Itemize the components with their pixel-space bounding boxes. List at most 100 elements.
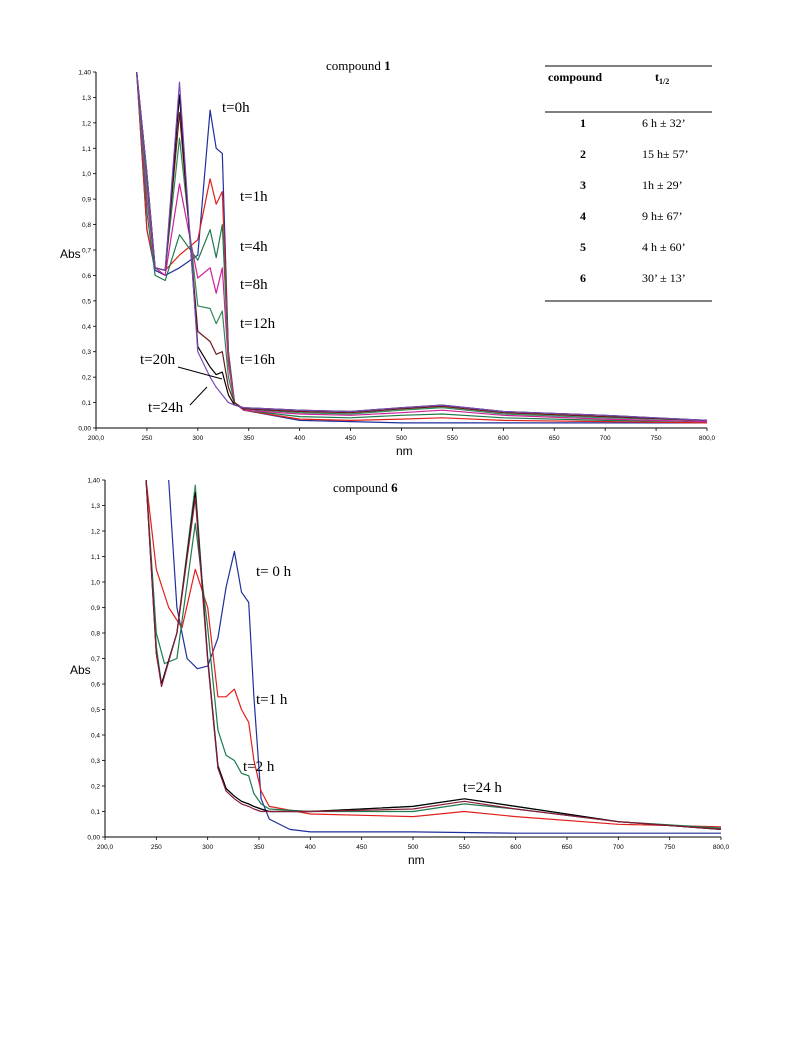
x-tick-label: 500: [408, 844, 419, 851]
chart-1-series-group: [136, 71, 708, 424]
x-tick-label: 450: [356, 844, 367, 851]
table-header-compound: compound: [548, 70, 602, 84]
x-tick-label: 400: [294, 435, 305, 442]
annotation-t-1h: t=1h: [240, 189, 268, 205]
annotation-t-16h: t=16h: [240, 352, 276, 368]
series-line-6: [136, 71, 708, 421]
y-tick-label: 1,2: [91, 529, 100, 536]
table-header-half-life: t1/2: [655, 70, 669, 86]
y-tick-label: 1,0: [82, 171, 91, 178]
table-row-half-life: 6 h ± 32’: [642, 116, 686, 130]
chart-1-y-axis-label: Abs: [60, 247, 81, 261]
y-tick-label: 0,6: [91, 682, 100, 689]
table-row-compound: 5: [580, 240, 586, 254]
y-tick-label: 0,5: [82, 298, 91, 305]
x-tick-label: 200,0: [97, 844, 114, 851]
series-line-8: [136, 71, 708, 421]
y-tick-label: 0,00: [78, 426, 91, 433]
y-tick-label: 0,1: [82, 400, 91, 407]
y-tick-label: 0,4: [91, 733, 100, 740]
x-tick-label: 650: [562, 844, 573, 851]
annotation-t-2-h: t=2 h: [243, 759, 275, 775]
y-tick-label: 0,6: [82, 273, 91, 280]
annotation-t-0h: t=0h: [222, 100, 250, 116]
x-tick-label: 200,0: [88, 435, 105, 442]
annotation-t-24-h: t=24 h: [463, 780, 502, 796]
x-tick-label: 600: [498, 435, 509, 442]
table-row-half-life: 15 h± 57’: [642, 147, 689, 161]
y-tick-label: 0,2: [91, 784, 100, 791]
y-tick-label: 1,40: [87, 478, 100, 485]
annotation-t-0-h: t= 0 h: [256, 564, 292, 580]
y-tick-label: 0,4: [82, 324, 91, 331]
y-tick-label: 0,00: [87, 835, 100, 842]
table-row-half-life: 1h ± 29’: [642, 178, 683, 192]
y-tick-label: 1,2: [82, 120, 91, 127]
x-tick-label: 550: [459, 844, 470, 851]
series-line-2: [136, 71, 708, 424]
x-tick-label: 800,0: [699, 435, 716, 442]
y-tick-label: 0,7: [82, 248, 91, 255]
series-line-5: [136, 71, 708, 421]
series-line-3: [145, 479, 722, 829]
x-tick-label: 750: [651, 435, 662, 442]
x-tick-label: 350: [254, 844, 265, 851]
table-row-compound: 2: [580, 147, 586, 161]
annotation-t-20h: t=20h: [140, 352, 176, 368]
y-tick-label: 0,8: [91, 631, 100, 638]
x-tick-label: 700: [600, 435, 611, 442]
y-tick-label: 1,3: [82, 95, 91, 102]
half-life-table: compound t1/2 1 6 h ± 32’ 2 15 h± 57’ 3 …: [545, 65, 712, 302]
x-tick-label: 400: [305, 844, 316, 851]
chart-compound-6: compound 6 0,000,10,20,30,40,50,60,70,80…: [70, 478, 730, 868]
table-row-compound: 3: [580, 178, 586, 192]
series-line-5: [145, 479, 722, 830]
annotation-t-12h: t=12h: [240, 316, 276, 332]
series-line-4: [145, 479, 722, 830]
x-tick-label: 650: [549, 435, 560, 442]
chart-2-y-axis-label: Abs: [70, 663, 91, 677]
chart-1-axes: 0,00 0,1 0,2 0,3 0,4 0,5 0,6 0,7 0,8 0,9 1,0 1,1 1,2…: [78, 70, 715, 443]
y-tick-label: 0,5: [91, 707, 100, 714]
table-row-half-life: 4 h ± 60’: [642, 240, 686, 254]
annotation-t-1-h: t=1 h: [256, 692, 288, 708]
annotation-leader-t-24h: [189, 386, 208, 406]
y-tick-label: 0,9: [82, 197, 91, 204]
series-line-7: [136, 71, 708, 421]
x-tick-label: 750: [664, 844, 675, 851]
table-row-compound: 1: [580, 116, 586, 130]
y-tick-label: 0,1: [91, 809, 100, 816]
annotation-t-4h: t=4h: [240, 239, 268, 255]
x-tick-label: 250: [141, 435, 152, 442]
y-tick-label: 0,2: [82, 375, 91, 382]
x-tick-label: 300: [192, 435, 203, 442]
series-line-1: [168, 479, 721, 834]
y-tick-label: 1,3: [91, 503, 100, 510]
chart-2-axes: 0,00 0,1 0,2 0,3 0,4 0,5 0,6 0,7 0,8 0,9 1,0 1,1 1,2…: [87, 478, 729, 852]
chart-2-series-group: [145, 479, 722, 834]
annotation-t-24h: t=24h: [148, 400, 184, 416]
x-tick-label: 550: [447, 435, 458, 442]
x-tick-label: 250: [151, 844, 162, 851]
x-tick-label: 700: [613, 844, 624, 851]
y-tick-label: 0,7: [91, 656, 100, 663]
y-tick-label: 1,1: [82, 146, 91, 153]
table-row-half-life: 9 h± 67’: [642, 209, 683, 223]
x-tick-label: 500: [396, 435, 407, 442]
annotation-t-8h: t=8h: [240, 277, 268, 293]
chart-1-x-axis-label: nm: [396, 444, 413, 458]
x-tick-label: 450: [345, 435, 356, 442]
y-tick-label: 0,3: [91, 758, 100, 765]
y-tick-label: 0,8: [82, 222, 91, 229]
chart-1-title: compound 1: [326, 58, 391, 73]
x-tick-label: 800,0: [713, 844, 730, 851]
series-line-4: [136, 71, 708, 423]
x-tick-label: 300: [202, 844, 213, 851]
y-tick-label: 1,0: [91, 580, 100, 587]
chart-2-x-axis-label: nm: [408, 853, 425, 867]
series-line-2: [145, 479, 722, 828]
y-tick-label: 0,3: [82, 349, 91, 356]
y-tick-label: 1,40: [78, 70, 91, 77]
series-line-6: [145, 479, 722, 830]
